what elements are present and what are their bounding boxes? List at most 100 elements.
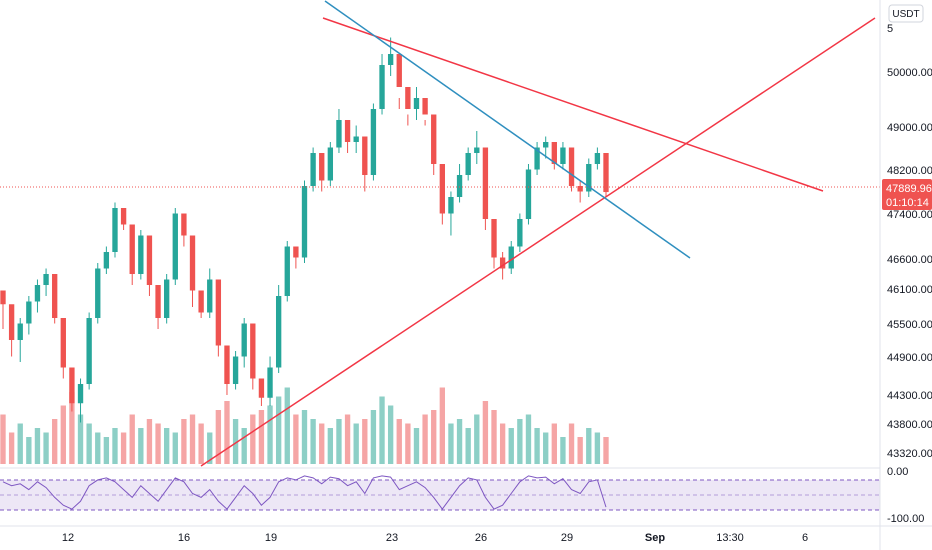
trendline-upper-red[interactable] xyxy=(322,17,824,192)
candle-body xyxy=(215,279,222,346)
volume-bar xyxy=(413,428,420,464)
candle-body xyxy=(439,164,445,214)
candle-body xyxy=(362,136,368,175)
volume-bar xyxy=(387,405,394,464)
volume-bar xyxy=(336,419,342,464)
candle-body xyxy=(258,378,265,398)
candle-body xyxy=(69,367,75,404)
price-tick-label: 44900.00 xyxy=(887,352,932,364)
candle-body xyxy=(551,142,557,164)
trendline-blue[interactable] xyxy=(324,0,691,259)
volume-bar xyxy=(396,419,402,464)
last-price-value: 47889.96 xyxy=(886,183,932,195)
time-tick-label: Sep xyxy=(645,532,665,544)
volume-bar xyxy=(568,423,575,464)
volume-bar xyxy=(241,428,247,464)
candle-body xyxy=(267,367,273,398)
candle-body xyxy=(310,153,316,186)
volume-bar xyxy=(146,419,153,464)
candle-body xyxy=(396,54,402,87)
volume-bar xyxy=(422,414,428,464)
price-tick-label: 44300.00 xyxy=(887,390,932,402)
currency-label: USDT xyxy=(892,9,919,20)
candle-body xyxy=(603,153,609,193)
volume-bar xyxy=(491,410,497,464)
candle-body xyxy=(336,120,342,148)
volume-bar xyxy=(26,437,32,464)
candle-body xyxy=(534,147,540,170)
volume-bar xyxy=(86,423,92,464)
price-tick-label: 47400.00 xyxy=(887,209,932,221)
oscillator-axis[interactable]: 0.00 -100.00 xyxy=(887,466,924,525)
candle-body xyxy=(60,318,66,368)
candle-body xyxy=(86,318,92,384)
volume-bar xyxy=(224,401,230,464)
time-tick-label: 19 xyxy=(265,532,277,544)
volume-bar xyxy=(112,428,118,464)
candle-body xyxy=(422,98,428,115)
candle-body xyxy=(474,147,480,153)
price-tick-label: 43320.00 xyxy=(887,448,932,460)
volume-bar xyxy=(232,419,239,464)
candle-body xyxy=(387,54,394,65)
volume-histogram xyxy=(0,387,609,464)
volume-bar xyxy=(181,419,187,464)
last-price-marker: 47889.96 01:10:14 xyxy=(882,179,932,210)
time-axis[interactable]: 12 16 19 23 26 29 Sep 13:30 6 xyxy=(62,532,808,544)
candle-body xyxy=(465,153,471,175)
volume-bar xyxy=(77,414,84,464)
candle-body xyxy=(499,257,506,269)
osc-tick-label: 0.00 xyxy=(887,466,908,478)
volume-bar xyxy=(267,405,273,464)
time-tick-label: 26 xyxy=(475,532,487,544)
volume-bar xyxy=(34,428,41,464)
candle-body xyxy=(353,136,359,142)
oscillator-band xyxy=(0,480,880,510)
candle-body xyxy=(319,153,325,181)
candle-body xyxy=(568,147,575,186)
volume-bar xyxy=(43,432,49,464)
volume-bar xyxy=(577,437,583,464)
candle-body xyxy=(293,246,299,258)
volume-bar xyxy=(8,432,15,464)
time-tick-label: 29 xyxy=(561,532,573,544)
volume-bar xyxy=(344,414,351,464)
volume-bar xyxy=(155,423,161,464)
price-tick-label: 46600.00 xyxy=(887,254,932,266)
candle-body xyxy=(250,323,256,379)
price-axis[interactable]: 5 50000.00 49000.00 48200.00 47400.00 46… xyxy=(887,23,932,460)
osc-tick-label: -100.00 xyxy=(887,513,924,525)
candle-body xyxy=(491,219,497,258)
volume-bar xyxy=(172,432,178,464)
volume-bar xyxy=(301,410,308,464)
candle-body xyxy=(482,147,489,219)
candle-body xyxy=(543,142,549,148)
volume-bar xyxy=(353,423,359,464)
candle-body xyxy=(138,235,144,274)
volume-bar xyxy=(499,423,506,464)
volume-bar xyxy=(525,414,532,464)
volume-bar xyxy=(482,401,489,464)
candle-body xyxy=(577,186,583,192)
currency-badge[interactable]: USDT xyxy=(888,4,924,23)
time-tick-label: 16 xyxy=(178,532,190,544)
bar-countdown: 01:10:14 xyxy=(886,197,929,209)
volume-bar xyxy=(405,423,411,464)
volume-bar xyxy=(164,428,170,464)
volume-bar xyxy=(293,414,299,464)
volume-bar xyxy=(284,387,290,464)
volume-bar xyxy=(189,414,196,464)
candle-body xyxy=(129,224,135,274)
candle-body xyxy=(405,87,411,109)
candle-body xyxy=(379,65,385,109)
trendline-lower-red[interactable] xyxy=(200,17,876,467)
candle-body xyxy=(224,345,230,384)
volume-bar xyxy=(250,414,256,464)
volume-bar xyxy=(370,410,377,464)
price-tick-label: 5 xyxy=(887,23,893,35)
candle-body xyxy=(52,274,58,318)
candle-body xyxy=(155,285,161,318)
candle-body xyxy=(103,252,110,269)
volume-bar xyxy=(138,428,144,464)
